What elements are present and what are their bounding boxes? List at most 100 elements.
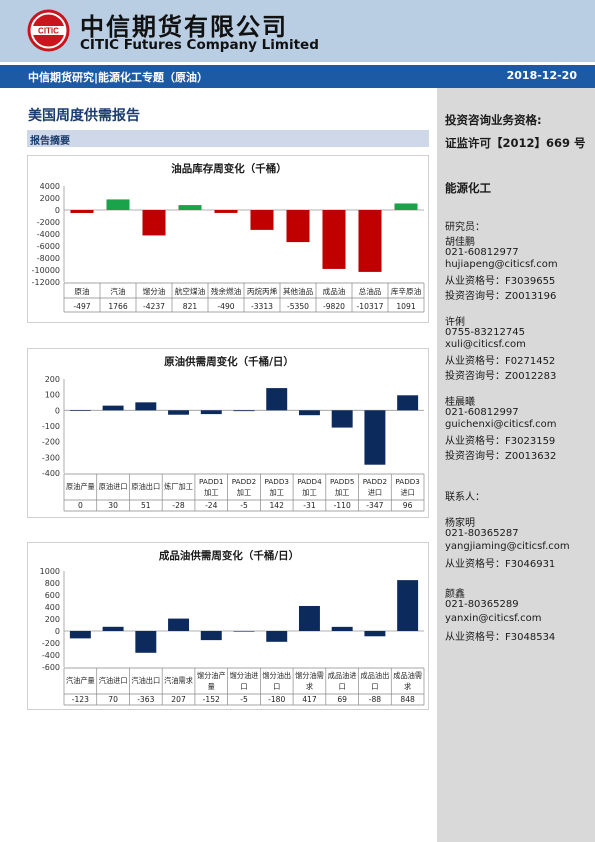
chart-bar — [298, 605, 320, 631]
data-label: 142 — [269, 501, 284, 510]
category-label-line: PADD1 — [199, 477, 223, 486]
data-label: -363 — [137, 695, 154, 704]
data-label: -347 — [366, 501, 383, 510]
data-label: -490 — [217, 302, 234, 311]
category-label-line: 馏分油出 — [262, 671, 291, 680]
category-label: PADD4 加工 — [297, 477, 322, 497]
chart-bar — [331, 626, 353, 631]
researcher-email[interactable]: hujiapeng@citicsf.com — [445, 259, 558, 270]
category-label: 馏分油出口 — [262, 671, 291, 691]
chart-title: 油品库存周变化（千桶） — [171, 162, 287, 175]
researcher-license: 从业资格号：F3023159 — [445, 436, 556, 447]
researcher-email[interactable]: guichenxi@citicsf.com — [445, 419, 557, 430]
category-label: PADD3 加工 — [265, 477, 289, 497]
researcher-name: 桂晨曦 — [445, 397, 475, 408]
y-tick-label: -200 — [42, 639, 60, 648]
category-label: 原油 — [74, 286, 89, 296]
category-label: 汽油出口 — [131, 676, 160, 685]
chart-bar — [364, 410, 386, 465]
researcher-name: 胡佳鹏 — [445, 237, 475, 248]
y-tick-label: 400 — [45, 603, 60, 612]
chart-title: 成品油供需周变化（千桶/日） — [159, 549, 299, 562]
data-label: -5 — [240, 501, 248, 510]
category-label: 成品油 — [323, 286, 346, 296]
data-label: -5 — [240, 695, 248, 704]
contact-phone: 021-80365287 — [445, 528, 519, 539]
contact-email[interactable]: yanxin@citicsf.com — [445, 613, 542, 624]
contact-phone: 021-80365289 — [445, 599, 519, 610]
y-tick-label: 0 — [55, 406, 60, 415]
data-label: -9820 — [323, 302, 345, 311]
category-label-line: 求 — [306, 682, 313, 691]
report-bar: 中信期货研究|能源化工专题（原油） 2018-12-20 — [0, 65, 595, 88]
category-label: 航空煤油 — [175, 286, 205, 296]
category-label: 原油进口 — [99, 482, 128, 491]
report-date: 2018-12-20 — [506, 69, 577, 82]
data-label: -123 — [72, 695, 89, 704]
chart-svg: 原油供需周变化（千桶/日）2001000-100-200-300-400原油产量… — [42, 355, 425, 512]
category-label-line: 求 — [404, 682, 411, 691]
chart-bar — [358, 210, 382, 272]
y-tick-label: -100 — [42, 422, 60, 431]
y-tick-label: 1000 — [40, 567, 60, 576]
contact-license: 从业资格号：F3046931 — [445, 559, 556, 570]
y-tick-label: 0 — [55, 627, 60, 636]
chart-bar — [250, 210, 274, 230]
contact-license: 从业资格号：F3048534 — [445, 632, 556, 643]
chart-svg: 油品库存周变化（千桶） 4000 2000 0 -2000 -4000 -6000 -8000… — [32, 162, 425, 313]
researcher-advisory: 投资咨询号：Z0013632 — [445, 451, 557, 462]
category-label-line: PADD4 — [297, 477, 322, 486]
category-label: 汽油需求 — [164, 676, 193, 685]
researcher-label: 研究员： — [445, 222, 485, 233]
data-table: 原油-497汽油1766馏分油-4237航空煤油821残余燃油-490丙烷丙烯-… — [63, 282, 425, 313]
data-label: -180 — [268, 695, 285, 704]
y-tick-label: -6000 — [37, 242, 60, 251]
researcher-email[interactable]: xuli@citicsf.com — [445, 339, 526, 350]
researcher-license: 从业资格号：F3039655 — [445, 276, 556, 287]
chart-bar — [178, 205, 202, 210]
category-label: 成品油进口 — [328, 671, 357, 691]
chart-bar — [266, 631, 288, 642]
chart-bar — [69, 410, 91, 411]
data-table: 原油产量 0 原油进口 30 原油出口 51 炼厂加工 -28 PADD1 加工 -24 PADD2 加… — [63, 473, 425, 512]
category-label: 原油出口 — [131, 482, 160, 491]
researcher-advisory: 投资咨询号：Z0012283 — [445, 371, 557, 382]
researcher-license: 从业资格号：F0271452 — [445, 356, 556, 367]
category-label: PADD2 进口 — [363, 477, 387, 497]
category-label-line: 馏分油需 — [295, 671, 324, 680]
chart-bar — [286, 210, 310, 243]
category-label-line: 加工 — [270, 488, 284, 497]
chart-bar — [397, 580, 419, 631]
y-tick-label: 200 — [45, 375, 60, 384]
company-name-cn: 中信期货有限公司 — [80, 13, 288, 41]
contact-name: 杨家明 — [445, 518, 475, 529]
data-label: -4237 — [143, 302, 165, 311]
category-label-line: 馏分油产 — [197, 671, 226, 680]
contact-email[interactable]: yangjiaming@citicsf.com — [445, 541, 570, 552]
chart-bar — [106, 199, 130, 210]
category-label: 汽油产量 — [66, 676, 95, 685]
y-tick-label: -10000 — [32, 266, 60, 275]
report-series-label: 中信期货研究|能源化工专题（原油） — [28, 71, 209, 84]
data-label: -88 — [369, 695, 382, 704]
y-tick-label: -200 — [42, 438, 60, 447]
chart-bar — [142, 210, 166, 236]
category-label: 原油产量 — [66, 482, 95, 491]
chart-svg: 成品油供需周变化（千桶/日） 1000 800 600 400 200 0 -200 -400 -… — [40, 549, 425, 706]
data-label: 51 — [141, 501, 151, 510]
data-label: 821 — [183, 302, 198, 311]
y-tick-label: -12000 — [32, 278, 60, 287]
data-label: 417 — [302, 695, 317, 704]
category-label: 汽油进口 — [99, 676, 128, 685]
researcher-phone: 021-60812997 — [445, 407, 519, 418]
category-label-line: PADD2 — [363, 477, 387, 486]
chart-bar — [102, 405, 124, 411]
contact-label: 联系人： — [445, 492, 485, 503]
sidebar — [437, 88, 595, 842]
logo-text: CITIC — [38, 27, 59, 36]
chart-bar — [168, 410, 190, 415]
data-label: -10317 — [357, 302, 384, 311]
qualification-title: 投资咨询业务资格: — [445, 113, 542, 127]
category-label: 馏分油 — [143, 286, 166, 296]
category-label: 馏分油产量 — [197, 671, 226, 691]
